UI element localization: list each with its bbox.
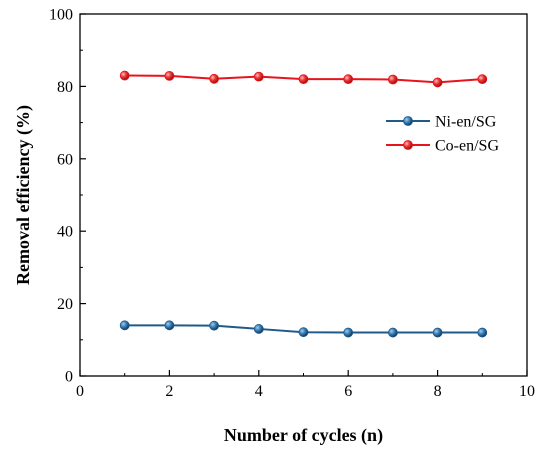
legend-label: Co-en/SG bbox=[435, 138, 499, 155]
data-point bbox=[387, 327, 398, 338]
y-tick-label: 100 bbox=[49, 7, 73, 24]
y-tick-label: 60 bbox=[57, 151, 73, 168]
y-tick-label: 20 bbox=[57, 296, 73, 313]
y-tick-label: 40 bbox=[57, 224, 73, 241]
data-point bbox=[164, 320, 175, 331]
x-tick-label: 10 bbox=[519, 383, 535, 400]
legend-marker bbox=[403, 140, 413, 150]
data-point bbox=[432, 327, 443, 338]
data-point bbox=[164, 71, 175, 81]
data-point bbox=[298, 74, 309, 85]
series-layer bbox=[119, 70, 488, 338]
data-point bbox=[119, 70, 130, 81]
y-axis-title: Removal efficiency (%) bbox=[13, 105, 34, 285]
legend-label: Ni-en/SG bbox=[435, 114, 497, 131]
x-tick-label: 4 bbox=[255, 383, 263, 400]
data-point bbox=[343, 327, 354, 338]
data-point bbox=[343, 74, 354, 85]
y-tick-label: 0 bbox=[65, 369, 73, 386]
data-point bbox=[209, 73, 220, 84]
data-point bbox=[209, 320, 220, 331]
data-point bbox=[477, 327, 488, 338]
data-point bbox=[253, 324, 264, 334]
data-point bbox=[119, 320, 130, 331]
data-point bbox=[253, 71, 264, 82]
data-point bbox=[432, 77, 443, 88]
legend: Ni-en/SG Co-en/SG bbox=[386, 114, 499, 155]
data-point bbox=[387, 74, 398, 85]
x-axis-title: Number of cycles (n) bbox=[224, 425, 383, 446]
legend-marker bbox=[403, 116, 413, 126]
data-point bbox=[298, 327, 309, 338]
plot-frame bbox=[79, 13, 528, 377]
y-tick-label: 80 bbox=[57, 79, 73, 96]
x-tick-label: 2 bbox=[165, 383, 173, 400]
x-tick-label: 8 bbox=[434, 383, 442, 400]
x-tick-label: 0 bbox=[76, 383, 84, 400]
data-point bbox=[477, 74, 488, 85]
x-tick-label: 6 bbox=[344, 383, 352, 400]
